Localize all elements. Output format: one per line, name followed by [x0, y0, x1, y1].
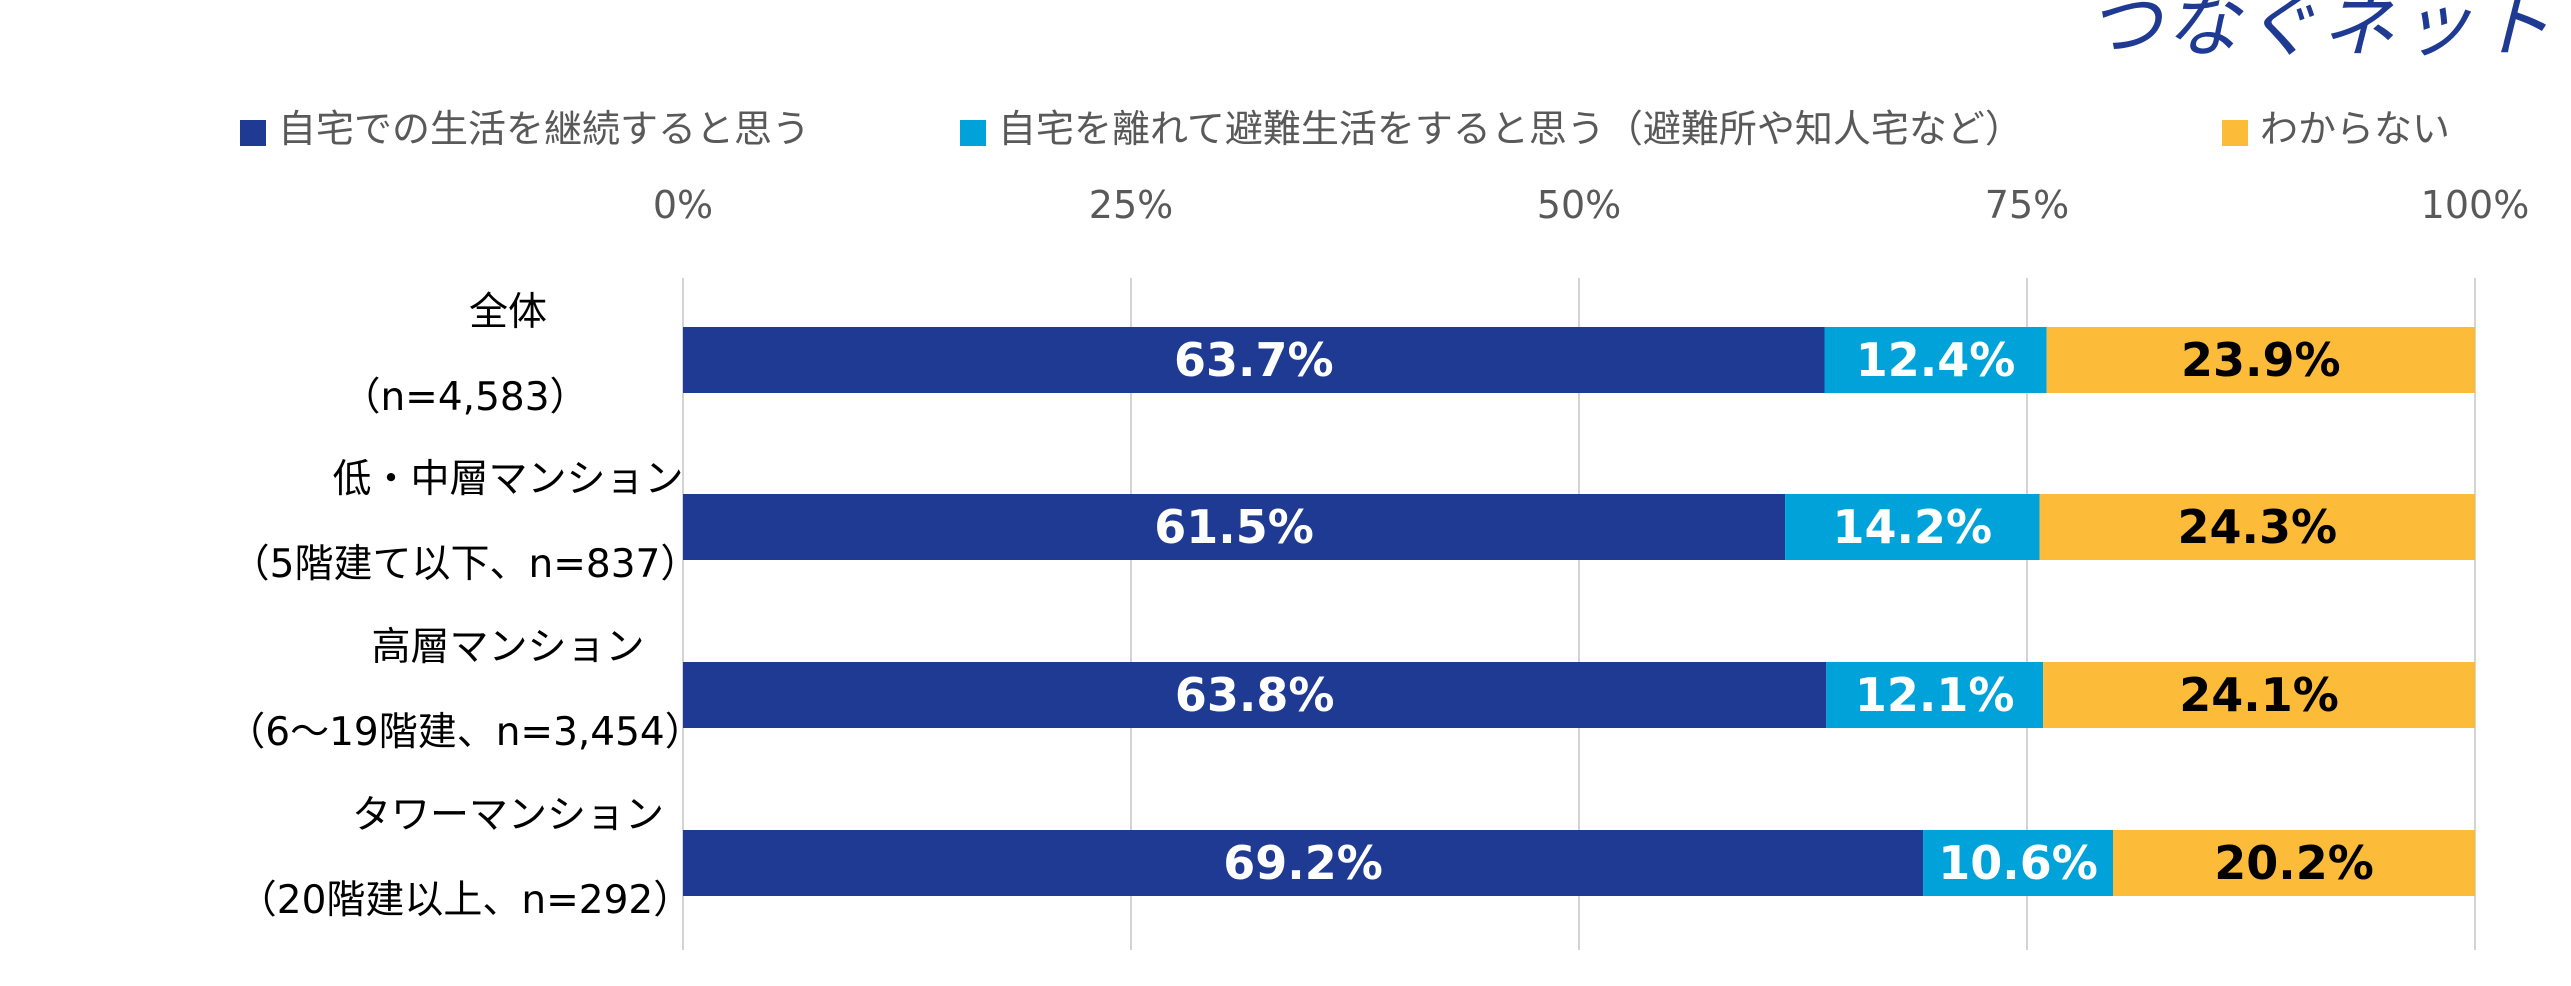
bar-segment [683, 327, 1825, 393]
data-label: 24.3% [2177, 500, 2337, 554]
category-labels: 全体 （n=4,583） 低・中層マンション （5階建て以下、n=837） 高層マンショ… [226, 290, 703, 923]
data-label: 61.5% [1154, 500, 1314, 554]
bar-segment [683, 662, 1827, 728]
bar-segment [683, 830, 1924, 896]
legend-label: わからない [2260, 107, 2450, 151]
bar-segment [683, 494, 1786, 560]
brand-logo: つなぐネット [2087, 0, 2555, 68]
category-label: 高層マンション [371, 625, 644, 670]
data-label: 63.7% [1174, 333, 1334, 387]
x-tick-label: 0% [653, 183, 713, 227]
category-label: タワーマンション [352, 793, 664, 838]
bar-segment [2046, 327, 2475, 393]
data-label: 23.9% [2181, 333, 2341, 387]
bar-segment [2043, 662, 2475, 728]
category-sublabel: （5階建て以下、n=837） [231, 542, 700, 587]
category-label: 全体 [469, 290, 547, 335]
legend-swatch [960, 120, 986, 146]
legend-label: 自宅での生活を継続すると思う [278, 107, 810, 151]
x-tick-label: 100% [2421, 183, 2530, 227]
category-sublabel: （n=4,583） [341, 375, 588, 420]
data-label: 14.2% [1833, 500, 1993, 554]
data-label: 69.2% [1223, 836, 1383, 890]
legend: 自宅での生活を継続すると思う 自宅を離れて避難生活をすると思う（避難所や知人宅など… [240, 107, 2450, 151]
legend-label: 自宅を離れて避難生活をすると思う（避難所や知人宅など） [998, 107, 2023, 151]
legend-swatch [240, 120, 266, 146]
data-label: 24.1% [2179, 668, 2339, 722]
x-tick-label: 50% [1537, 183, 1621, 227]
bar-segment [1923, 830, 2114, 896]
x-tick-label: 75% [1985, 183, 2069, 227]
category-sublabel: （20階建以上、n=292） [238, 878, 692, 923]
bar-segment [1824, 327, 2047, 393]
data-label: 20.2% [2214, 836, 2374, 890]
data-label: 63.8% [1175, 668, 1335, 722]
bar-segment [2039, 494, 2475, 560]
data-label: 12.4% [1856, 333, 2016, 387]
x-tick-label: 25% [1089, 183, 1173, 227]
data-label: 10.6% [1938, 836, 2098, 890]
bar-segment [1785, 494, 2040, 560]
category-label: 低・中層マンション [332, 457, 683, 502]
legend-swatch [2222, 120, 2248, 146]
bar-segment [1826, 662, 2044, 728]
bar-segment [2113, 830, 2475, 896]
bars: 63.7% 12.4% 23.9% 61.5% 14.2% 24.3% 63.8% 12.1%… [683, 327, 2475, 896]
x-axis: 0% 25% 50% 75% 100% [653, 183, 2529, 227]
category-sublabel: （6〜19階建、n=3,454） [226, 710, 703, 755]
data-label: 12.1% [1855, 668, 2015, 722]
